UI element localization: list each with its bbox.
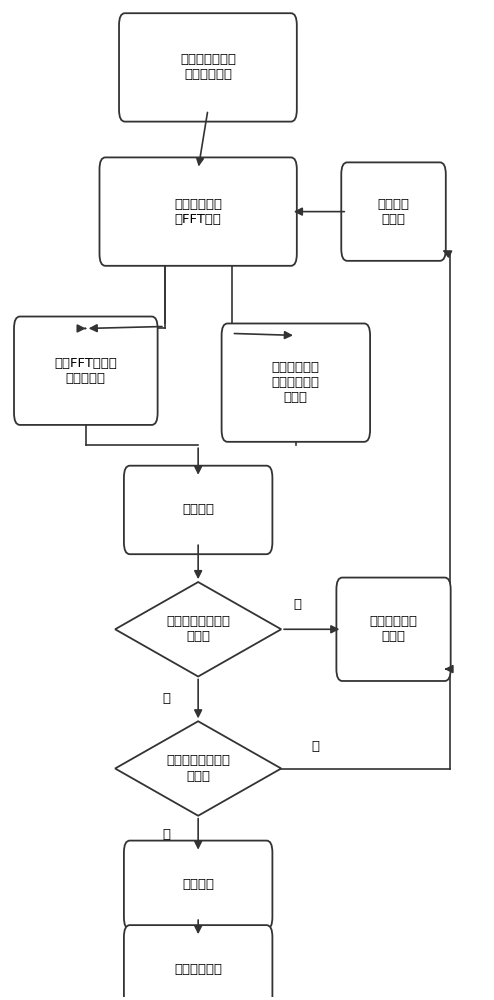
Text: 是: 是	[163, 692, 170, 705]
Text: 否: 否	[311, 740, 320, 753]
Text: 记录FFT运算结
果最大峰值: 记录FFT运算结 果最大峰值	[54, 357, 117, 385]
Text: 设置信号检测
门限和干扰检
测门限: 设置信号检测 门限和干扰检 测门限	[272, 361, 320, 404]
FancyBboxPatch shape	[124, 925, 272, 1000]
Text: 最大值大于干扰检
测门限: 最大值大于干扰检 测门限	[166, 754, 230, 782]
Text: 正交下变频至基
带的接收信号: 正交下变频至基 带的接收信号	[180, 53, 236, 81]
FancyBboxPatch shape	[341, 162, 446, 261]
Text: 门限检测: 门限检测	[182, 503, 214, 516]
Text: 否: 否	[293, 598, 301, 611]
FancyBboxPatch shape	[222, 323, 370, 442]
FancyBboxPatch shape	[14, 317, 158, 425]
Text: 捕获参数输出: 捕获参数输出	[174, 963, 222, 976]
Text: 调整本地扩频
码相位: 调整本地扩频 码相位	[370, 615, 417, 643]
Text: 捕获成功: 捕获成功	[182, 878, 214, 891]
Text: 相关累计运算
及FFT运算: 相关累计运算 及FFT运算	[174, 198, 222, 226]
Polygon shape	[115, 582, 281, 677]
Polygon shape	[115, 721, 281, 816]
Text: 是: 是	[163, 828, 170, 841]
FancyBboxPatch shape	[119, 13, 297, 122]
FancyBboxPatch shape	[124, 466, 272, 554]
Text: 本地扩频
码信号: 本地扩频 码信号	[377, 198, 410, 226]
FancyBboxPatch shape	[336, 578, 451, 681]
FancyBboxPatch shape	[99, 157, 297, 266]
FancyBboxPatch shape	[124, 841, 272, 929]
Text: 最大值大于信号检
测门限: 最大值大于信号检 测门限	[166, 615, 230, 643]
